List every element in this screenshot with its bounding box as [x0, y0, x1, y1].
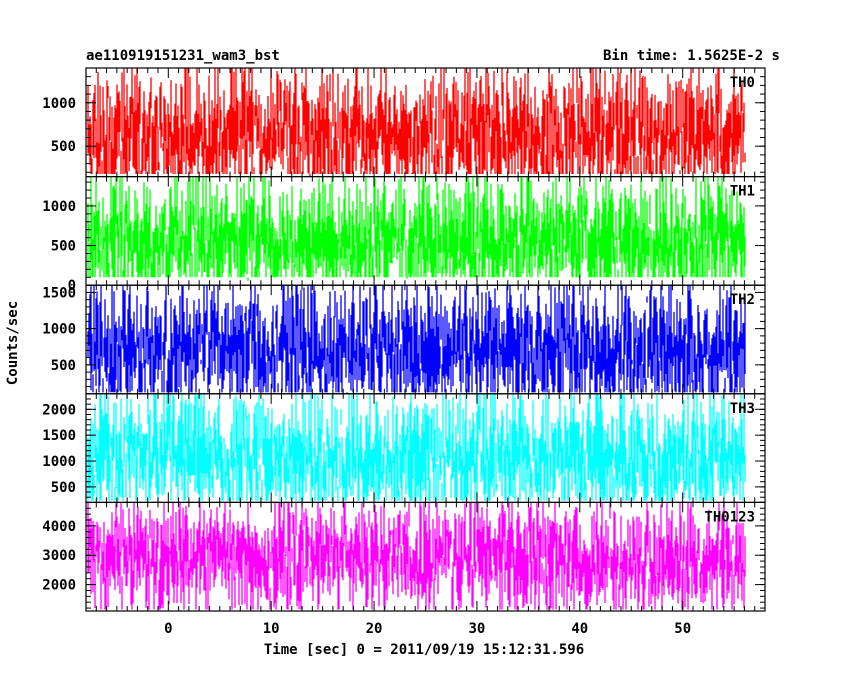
y-tick-label-th2: 1000 — [42, 322, 76, 338]
panel-label-th1: TH1 — [730, 184, 755, 200]
x-tick-label: 20 — [366, 621, 383, 637]
panel-th0123: 2000 3000 4000 TH0123 — [42, 501, 766, 612]
panel-th0: 500 1000 TH0 — [42, 67, 766, 178]
panel-th3: 500 1000 1500 2000 TH3 — [42, 393, 766, 503]
panel-th1: 0 500 1000 TH1 — [42, 176, 766, 294]
x-tick-label: 50 — [674, 621, 691, 637]
series-line-th3 — [87, 393, 746, 503]
panel-label-th0: TH0 — [730, 75, 755, 91]
x-tick-label: 0 — [164, 621, 172, 637]
y-tick-label-th3: 2000 — [42, 402, 76, 418]
y-tick-label-th0: 500 — [51, 139, 76, 155]
x-tick-label: 30 — [469, 621, 486, 637]
series-line-th0 — [87, 68, 746, 177]
y-tick-label-th1: 0 — [68, 278, 76, 294]
series-line-th0123 — [87, 502, 746, 610]
x-tick-label: 10 — [263, 621, 280, 637]
panel-label-th3: TH3 — [730, 401, 755, 417]
x-axis: 0 10 20 30 40 50 — [164, 621, 691, 637]
y-axis-label: Counts/sec — [5, 301, 21, 385]
series-line-th1 — [87, 176, 746, 281]
y-tick-label-th1: 500 — [51, 239, 76, 255]
y-tick-label-th3: 500 — [51, 480, 76, 496]
panel-label-th0123: TH0123 — [704, 509, 755, 525]
y-tick-label-th2: 1500 — [42, 285, 76, 301]
y-tick-label-th3: 1000 — [42, 454, 76, 470]
panel-label-th2: TH2 — [730, 292, 755, 308]
series-line-th2 — [87, 285, 746, 394]
y-tick-label-th0: 1000 — [42, 96, 76, 112]
y-tick-label-th0123: 3000 — [42, 548, 76, 564]
y-tick-label-th2: 500 — [51, 358, 76, 374]
panel-th2: 500 1000 1500 TH2 — [42, 284, 766, 395]
y-tick-label-th1: 1000 — [42, 199, 76, 215]
x-tick-label: 40 — [571, 621, 588, 637]
y-tick-label-th0123: 4000 — [42, 519, 76, 535]
panels-group: 500 1000 TH0 0 500 1000 TH1 500 1000 1500 TH2 500 10… — [42, 67, 766, 612]
x-axis-label: Time [sec] 0 = 2011/09/19 15:12:31.596 — [264, 642, 584, 658]
y-tick-label-th3: 1500 — [42, 428, 76, 444]
y-tick-label-th0123: 2000 — [42, 578, 76, 594]
chart-title: ae110919151231_wam3_bst — [86, 48, 280, 64]
bin-time-label: Bin time: 1.5625E-2 s — [603, 48, 780, 64]
